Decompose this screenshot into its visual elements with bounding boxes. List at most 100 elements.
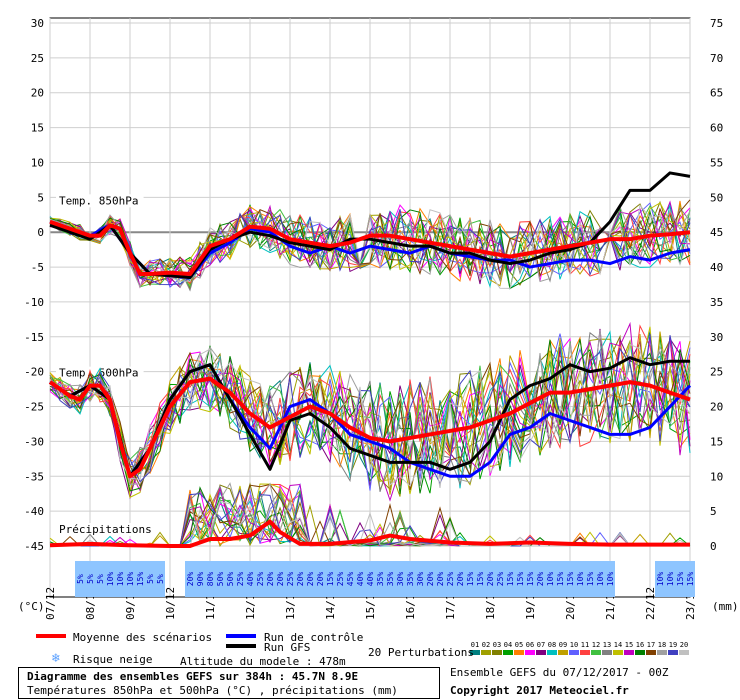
left-tick-label: 0 <box>37 226 44 239</box>
perturbation-number: 09 <box>559 641 567 649</box>
perturbation-number: 11 <box>581 641 589 649</box>
snow-risk-value: 15% <box>586 572 595 587</box>
perturbation-swatch <box>668 650 678 655</box>
snow-risk-value: 10% <box>116 572 125 587</box>
snow-risk-value: 35% <box>376 572 385 587</box>
snow-risk-value: 20% <box>536 572 545 587</box>
right-tick-label: 60 <box>710 122 723 135</box>
snow-risk-value: 30% <box>416 572 425 587</box>
perturbation-number: 02 <box>482 641 490 649</box>
right-tick-label: 0 <box>710 540 717 553</box>
snow-risk-value: 40% <box>366 572 375 587</box>
perturbation-swatch <box>547 650 557 655</box>
perturbation-swatch <box>613 650 623 655</box>
snow-risk-value: 25% <box>496 572 505 587</box>
snow-risk-value: 50% <box>226 572 235 587</box>
snow-risk-value: 5% <box>96 574 105 584</box>
footer-subtitle: Températures 850hPa et 500hPa (°C) , pré… <box>27 684 398 697</box>
perturbation-500-line <box>49 339 691 495</box>
perturbation-swatch <box>558 650 568 655</box>
snow-risk-value: 10% <box>666 572 675 587</box>
left-tick-label: -5 <box>31 261 44 274</box>
right-tick-label: 15 <box>710 435 723 448</box>
perturbation-swatch <box>536 650 546 655</box>
right-tick-label: 65 <box>710 87 723 100</box>
snow-risk-value: 15% <box>516 572 525 587</box>
snow-risk-value: 15% <box>566 572 575 587</box>
snow-risk-value: 20% <box>296 572 305 587</box>
perturbation-500-line <box>49 321 691 502</box>
right-tick-label: 55 <box>710 156 723 169</box>
snow-risk-value: 35% <box>406 572 415 587</box>
perturbation-number: 03 <box>493 641 501 649</box>
snow-risk-band <box>75 561 165 597</box>
right-tick-label: 45 <box>710 226 723 239</box>
snow-risk-value: 15% <box>466 572 475 587</box>
snow-flake-icon: ❄ <box>52 651 60 666</box>
right-tick-label: 50 <box>710 191 723 204</box>
perturbation-swatch <box>470 650 480 655</box>
left-tick-label: -35 <box>24 470 44 483</box>
perturbation-swatch <box>569 650 579 655</box>
left-tick-label: 10 <box>31 156 44 169</box>
left-tick-label: 15 <box>31 122 44 135</box>
perturbation-swatch <box>514 650 524 655</box>
panel-label: Temp. 850hPa <box>59 194 138 207</box>
perturbation-number: 16 <box>636 641 644 649</box>
left-unit-label: (°C) <box>18 600 45 613</box>
perturbation-swatch <box>635 650 645 655</box>
legend-control-label: Run de contrôle <box>264 631 364 644</box>
mean-precip-line <box>49 519 690 548</box>
perturbation-swatch <box>580 650 590 655</box>
perturbation-swatch <box>679 650 689 655</box>
altitude-text: Altitude du modele : 478m <box>180 655 346 668</box>
mean-850-line <box>49 219 691 277</box>
snow-risk-value: 25% <box>236 572 245 587</box>
x-date-label: 22/12 <box>644 587 657 620</box>
perturbations-label: 20 Perturbations <box>368 646 474 659</box>
snow-risk-band <box>655 561 695 597</box>
left-tick-label: -15 <box>24 331 44 344</box>
left-tick-label: 20 <box>31 87 44 100</box>
snow-risk-value: 15% <box>676 572 685 587</box>
snow-risk-value: 10% <box>606 572 615 587</box>
perturbation-swatch <box>525 650 535 655</box>
snow-risk-band <box>185 561 615 597</box>
snow-risk-value: 5% <box>146 574 155 584</box>
right-tick-label: 70 <box>710 52 723 65</box>
snow-risk-value: 20% <box>426 572 435 587</box>
left-tick-label: -25 <box>24 401 44 414</box>
snow-risk-value: 5% <box>156 574 165 584</box>
perturbation-500-line <box>49 333 691 485</box>
panel-label-bg <box>56 194 144 208</box>
left-tick-label: 5 <box>37 191 44 204</box>
snow-risk-value: 10% <box>596 572 605 587</box>
snow-risk-value: 40% <box>246 572 255 587</box>
snow-risk-value: 20% <box>456 572 465 587</box>
left-tick-label: 25 <box>31 52 44 65</box>
snow-risk-value: 10% <box>546 572 555 587</box>
ensemble-info: Ensemble GEFS du 07/12/2017 - 00Z <box>450 666 669 679</box>
snow-risk-value: 25% <box>336 572 345 587</box>
perturbation-number: 20 <box>680 641 688 649</box>
snow-risk-value: 20% <box>306 572 315 587</box>
right-tick-label: 5 <box>710 505 717 518</box>
footer-title: Diagramme des ensembles GEFS sur 384h : … <box>27 670 359 683</box>
right-tick-label: 75 <box>710 17 723 30</box>
x-date-label: 07/12 <box>44 587 57 620</box>
copyright-text: Copyright 2017 Meteociel.fr <box>450 684 629 697</box>
snow-risk-value: 15% <box>136 572 145 587</box>
perturbation-swatch <box>657 650 667 655</box>
perturbation-number: 10 <box>570 641 578 649</box>
snow-risk-value: 20% <box>486 572 495 587</box>
snow-risk-value: 15% <box>326 572 335 587</box>
snow-risk-value: 25% <box>446 572 455 587</box>
perturbation-number: 06 <box>526 641 534 649</box>
snow-risk-value: 40% <box>356 572 365 587</box>
snow-risk-value: 20% <box>266 572 275 587</box>
snow-risk-value: 15% <box>686 572 695 587</box>
snow-risk-value: 25% <box>286 572 295 587</box>
perturbation-500-line <box>49 335 691 494</box>
snow-risk-value: 90% <box>196 572 205 587</box>
